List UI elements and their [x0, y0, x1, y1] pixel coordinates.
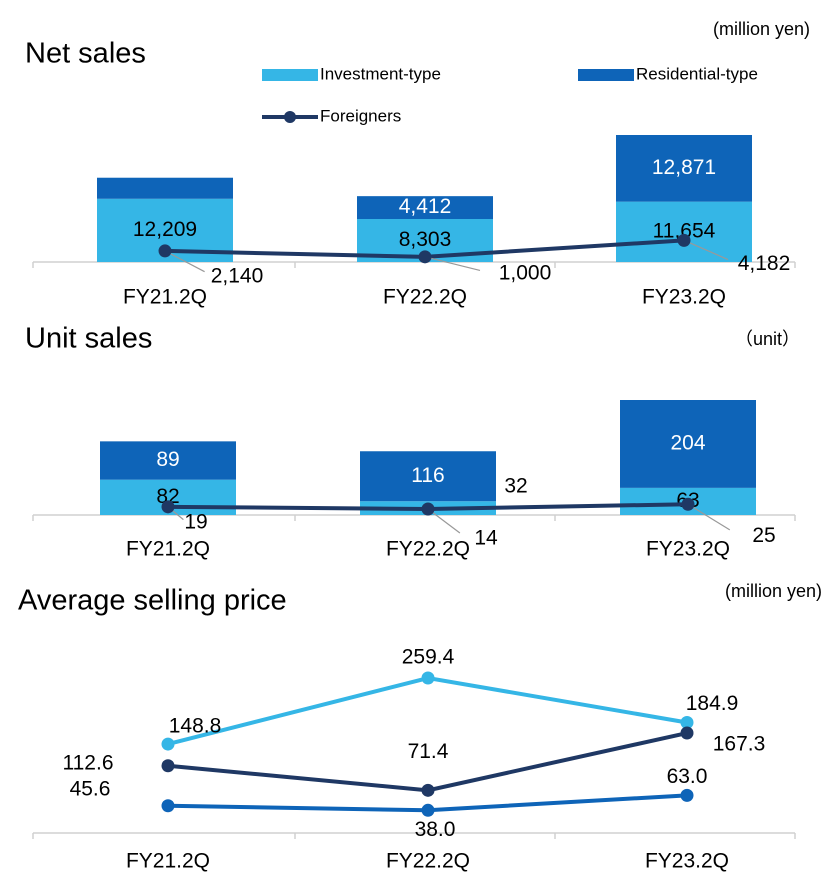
data-label: 71.4	[408, 740, 449, 763]
x-tick-label: FY23.2Q	[646, 538, 730, 561]
chart-title: Net sales	[25, 38, 146, 70]
point	[421, 803, 435, 817]
data-label: 12,209	[133, 218, 197, 241]
point	[161, 799, 175, 813]
legend-label: Investment-type	[320, 64, 441, 83]
leader-line	[427, 508, 461, 534]
x-tick-label: FY22.2Q	[386, 538, 470, 561]
point	[681, 497, 695, 511]
bar-segment	[616, 201, 752, 262]
point	[161, 759, 175, 773]
data-label: 8,303	[399, 228, 452, 251]
data-label: 148.8	[169, 715, 222, 738]
data-label: 32	[504, 475, 527, 498]
data-label: 184.9	[686, 692, 739, 715]
point	[680, 716, 694, 730]
data-label: 204	[670, 431, 705, 454]
x-tick-label: FY21.2Q	[126, 850, 210, 873]
data-label: 4,182	[738, 252, 791, 275]
point	[680, 788, 694, 802]
point	[161, 737, 175, 751]
x-tick-label: FY21.2Q	[126, 538, 210, 561]
point	[418, 250, 432, 264]
x-tick-label: FY22.2Q	[386, 850, 470, 873]
data-label: 1,000	[499, 261, 552, 284]
point	[421, 671, 435, 685]
data-label: 167.3	[713, 733, 766, 756]
x-tick-label: FY23.2Q	[645, 850, 729, 873]
bar-segment	[100, 441, 236, 480]
point	[677, 233, 691, 247]
unit-label: (million yen)	[713, 19, 810, 39]
line	[167, 675, 688, 747]
bar-segment	[616, 135, 752, 202]
leader-line	[683, 239, 729, 261]
bar-segment	[360, 451, 496, 502]
data-label: 89	[156, 448, 179, 471]
point	[158, 244, 172, 258]
legend-swatch	[262, 69, 318, 81]
data-label: 14	[474, 527, 498, 550]
leader-line	[424, 256, 481, 272]
point	[421, 502, 435, 516]
data-label: 12,871	[652, 156, 716, 179]
data-label: 116	[411, 464, 444, 487]
data-label: 2,140	[211, 264, 264, 287]
x-tick-label: FY21.2Q	[123, 286, 207, 309]
data-label: 112.6	[63, 751, 114, 774]
bar-segment	[357, 196, 493, 220]
chart-title: Unit sales	[25, 323, 152, 355]
data-label: 19	[184, 510, 207, 533]
legend-swatch	[578, 69, 634, 81]
legend-label: Residential-type	[636, 64, 758, 83]
data-label: 63.0	[667, 765, 708, 788]
bar-segment	[97, 177, 233, 199]
x-tick-label: FY22.2Q	[383, 286, 467, 309]
x-tick-label: FY23.2Q	[642, 286, 726, 309]
legend-marker	[284, 111, 296, 123]
point	[421, 783, 435, 797]
data-label: 25	[752, 524, 775, 547]
leader-line	[164, 250, 205, 273]
data-label: 259.4	[402, 646, 455, 669]
legend-label: Foreigners	[320, 106, 401, 125]
leader-line	[687, 503, 731, 531]
data-label: 45.6	[70, 777, 111, 800]
data-label: 82	[156, 485, 179, 508]
unit-label: (million yen)	[725, 581, 822, 601]
bar-segment	[620, 400, 756, 488]
data-label: 11,654	[653, 219, 716, 242]
unit-label: （unit）	[735, 329, 800, 349]
point	[680, 726, 694, 740]
data-label: 38.0	[415, 818, 456, 841]
data-label: 4,412	[399, 195, 452, 218]
data-label: 4,066	[227, 158, 280, 181]
point	[161, 500, 175, 514]
chart-title: Average selling price	[18, 585, 287, 617]
